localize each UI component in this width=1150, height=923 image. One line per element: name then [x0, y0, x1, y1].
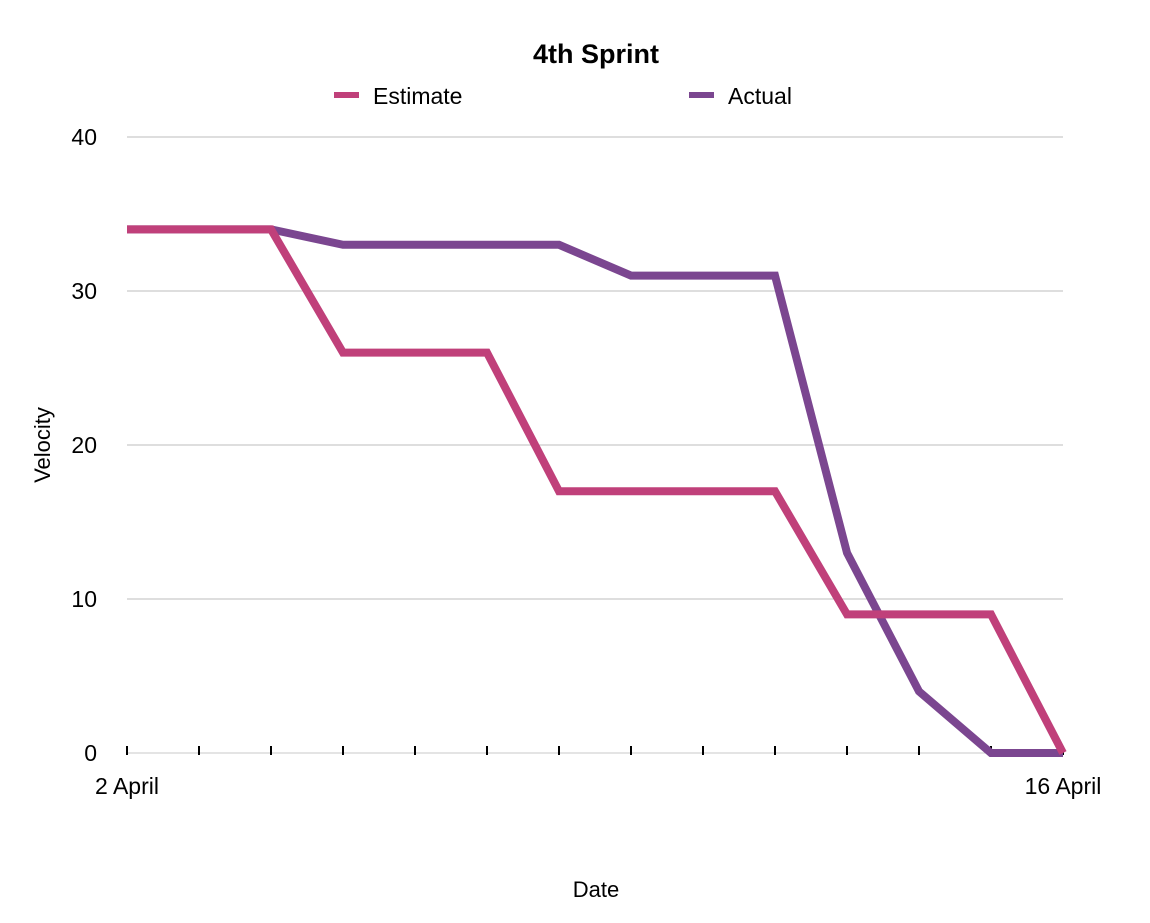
y-tick-label-20: 20: [71, 432, 97, 458]
x-axis-label: Date: [573, 877, 619, 902]
legend: Estimate Actual: [334, 83, 792, 109]
y-axis-label: Velocity: [30, 407, 55, 483]
chart-title: 4th Sprint: [533, 39, 659, 69]
y-tick-label-40: 40: [71, 124, 97, 150]
series-line-estimate: [127, 225, 1067, 755]
x-tick-label-start: 2 April: [95, 773, 159, 799]
legend-label-actual: Actual: [728, 83, 792, 109]
gridlines: [127, 136, 1063, 600]
x-tick-label-end: 16 April: [1025, 773, 1102, 799]
y-tick-label-10: 10: [71, 586, 97, 612]
x-axis: [126, 746, 1064, 755]
y-tick-label-30: 30: [71, 278, 97, 304]
y-axis-tick-labels: 0 10 20 30 40: [71, 124, 97, 766]
series-lines: [127, 225, 1067, 757]
legend-label-estimate: Estimate: [373, 83, 462, 109]
series-line-actual: [127, 225, 1063, 757]
y-tick-label-0: 0: [84, 740, 97, 766]
